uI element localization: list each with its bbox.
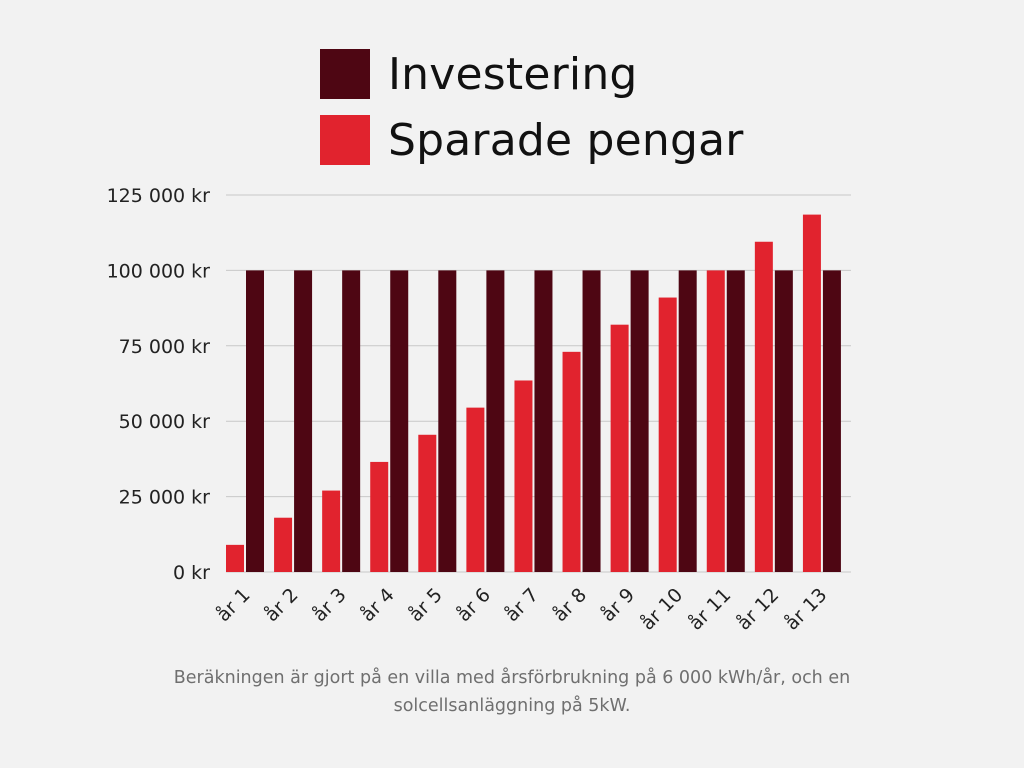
y-axis-ticks: 0 kr 25 000 kr 50 000 kr 75 000 kr 100 000 k… [107,185,211,584]
y-tick-label: 125 000 kr [107,185,211,207]
bar-savings-7 [514,380,533,572]
x-tick-label: år 2 [260,583,303,626]
x-tick-label: år 10 [636,583,687,634]
chart-caption: Beräkningen är gjort på en villa med års… [173,668,851,716]
bar-savings-4 [370,461,389,572]
bar-savings-11 [706,270,725,572]
bar-savings-5 [418,434,437,572]
y-tick-label: 75 000 kr [119,336,211,358]
x-tick-label: år 9 [596,583,639,626]
bar-savings-8 [562,351,581,572]
bar-investment-12 [774,270,793,572]
bar-investment-3 [342,270,361,572]
legend-swatch-investment [320,49,370,99]
y-tick-label: 0 kr [173,562,210,584]
x-axis-ticks: år 1 år 2 år 3 år 4 år 5 år 6 år 7 år 8 år 9år 1… [212,583,832,634]
x-tick-label: år 13 [780,583,831,634]
y-tick-label: 50 000 kr [119,411,211,433]
x-tick-label: år 6 [452,583,495,626]
x-tick-label: år 1 [212,583,255,626]
x-tick-label: år 8 [548,583,591,626]
y-tick-label: 25 000 kr [119,487,211,509]
y-tick-label: 100 000 kr [107,260,211,282]
legend-item-savings: Sparade pengar [320,114,744,166]
legend-label-investment: Investering [388,48,638,100]
x-tick-label: år 7 [500,583,543,626]
bar-savings-12 [754,241,773,573]
bar-investment-8 [582,270,601,572]
bar-savings-3 [322,490,341,572]
x-tick-label: år 3 [308,583,351,626]
chart-legend: Investering Sparade pengar [320,48,744,180]
bar-investment-9 [630,270,649,572]
bar-investment-5 [438,270,457,572]
x-tick-label: år 4 [356,583,399,626]
bar-savings-6 [466,407,485,572]
legend-label-savings: Sparade pengar [388,114,744,166]
bar-savings-2 [274,517,293,572]
bar-savings-13 [802,214,821,572]
bar-investment-6 [486,270,505,572]
bar-investment-10 [678,270,697,572]
bar-investment-1 [246,270,264,572]
x-tick-label: år 5 [404,583,447,626]
bar-investment-4 [390,270,409,572]
bar-savings-10 [658,297,677,572]
x-tick-label: år 12 [732,583,783,634]
x-tick-label: år 11 [684,583,735,634]
bars [226,214,841,573]
bar-investment-7 [534,270,553,572]
legend-item-investment: Investering [320,48,744,100]
bar-savings-1 [226,544,244,572]
bar-investment-13 [822,270,841,572]
bar-savings-9 [610,324,629,572]
bar-investment-2 [294,270,313,572]
legend-swatch-savings [320,115,370,165]
bar-investment-11 [726,270,745,572]
